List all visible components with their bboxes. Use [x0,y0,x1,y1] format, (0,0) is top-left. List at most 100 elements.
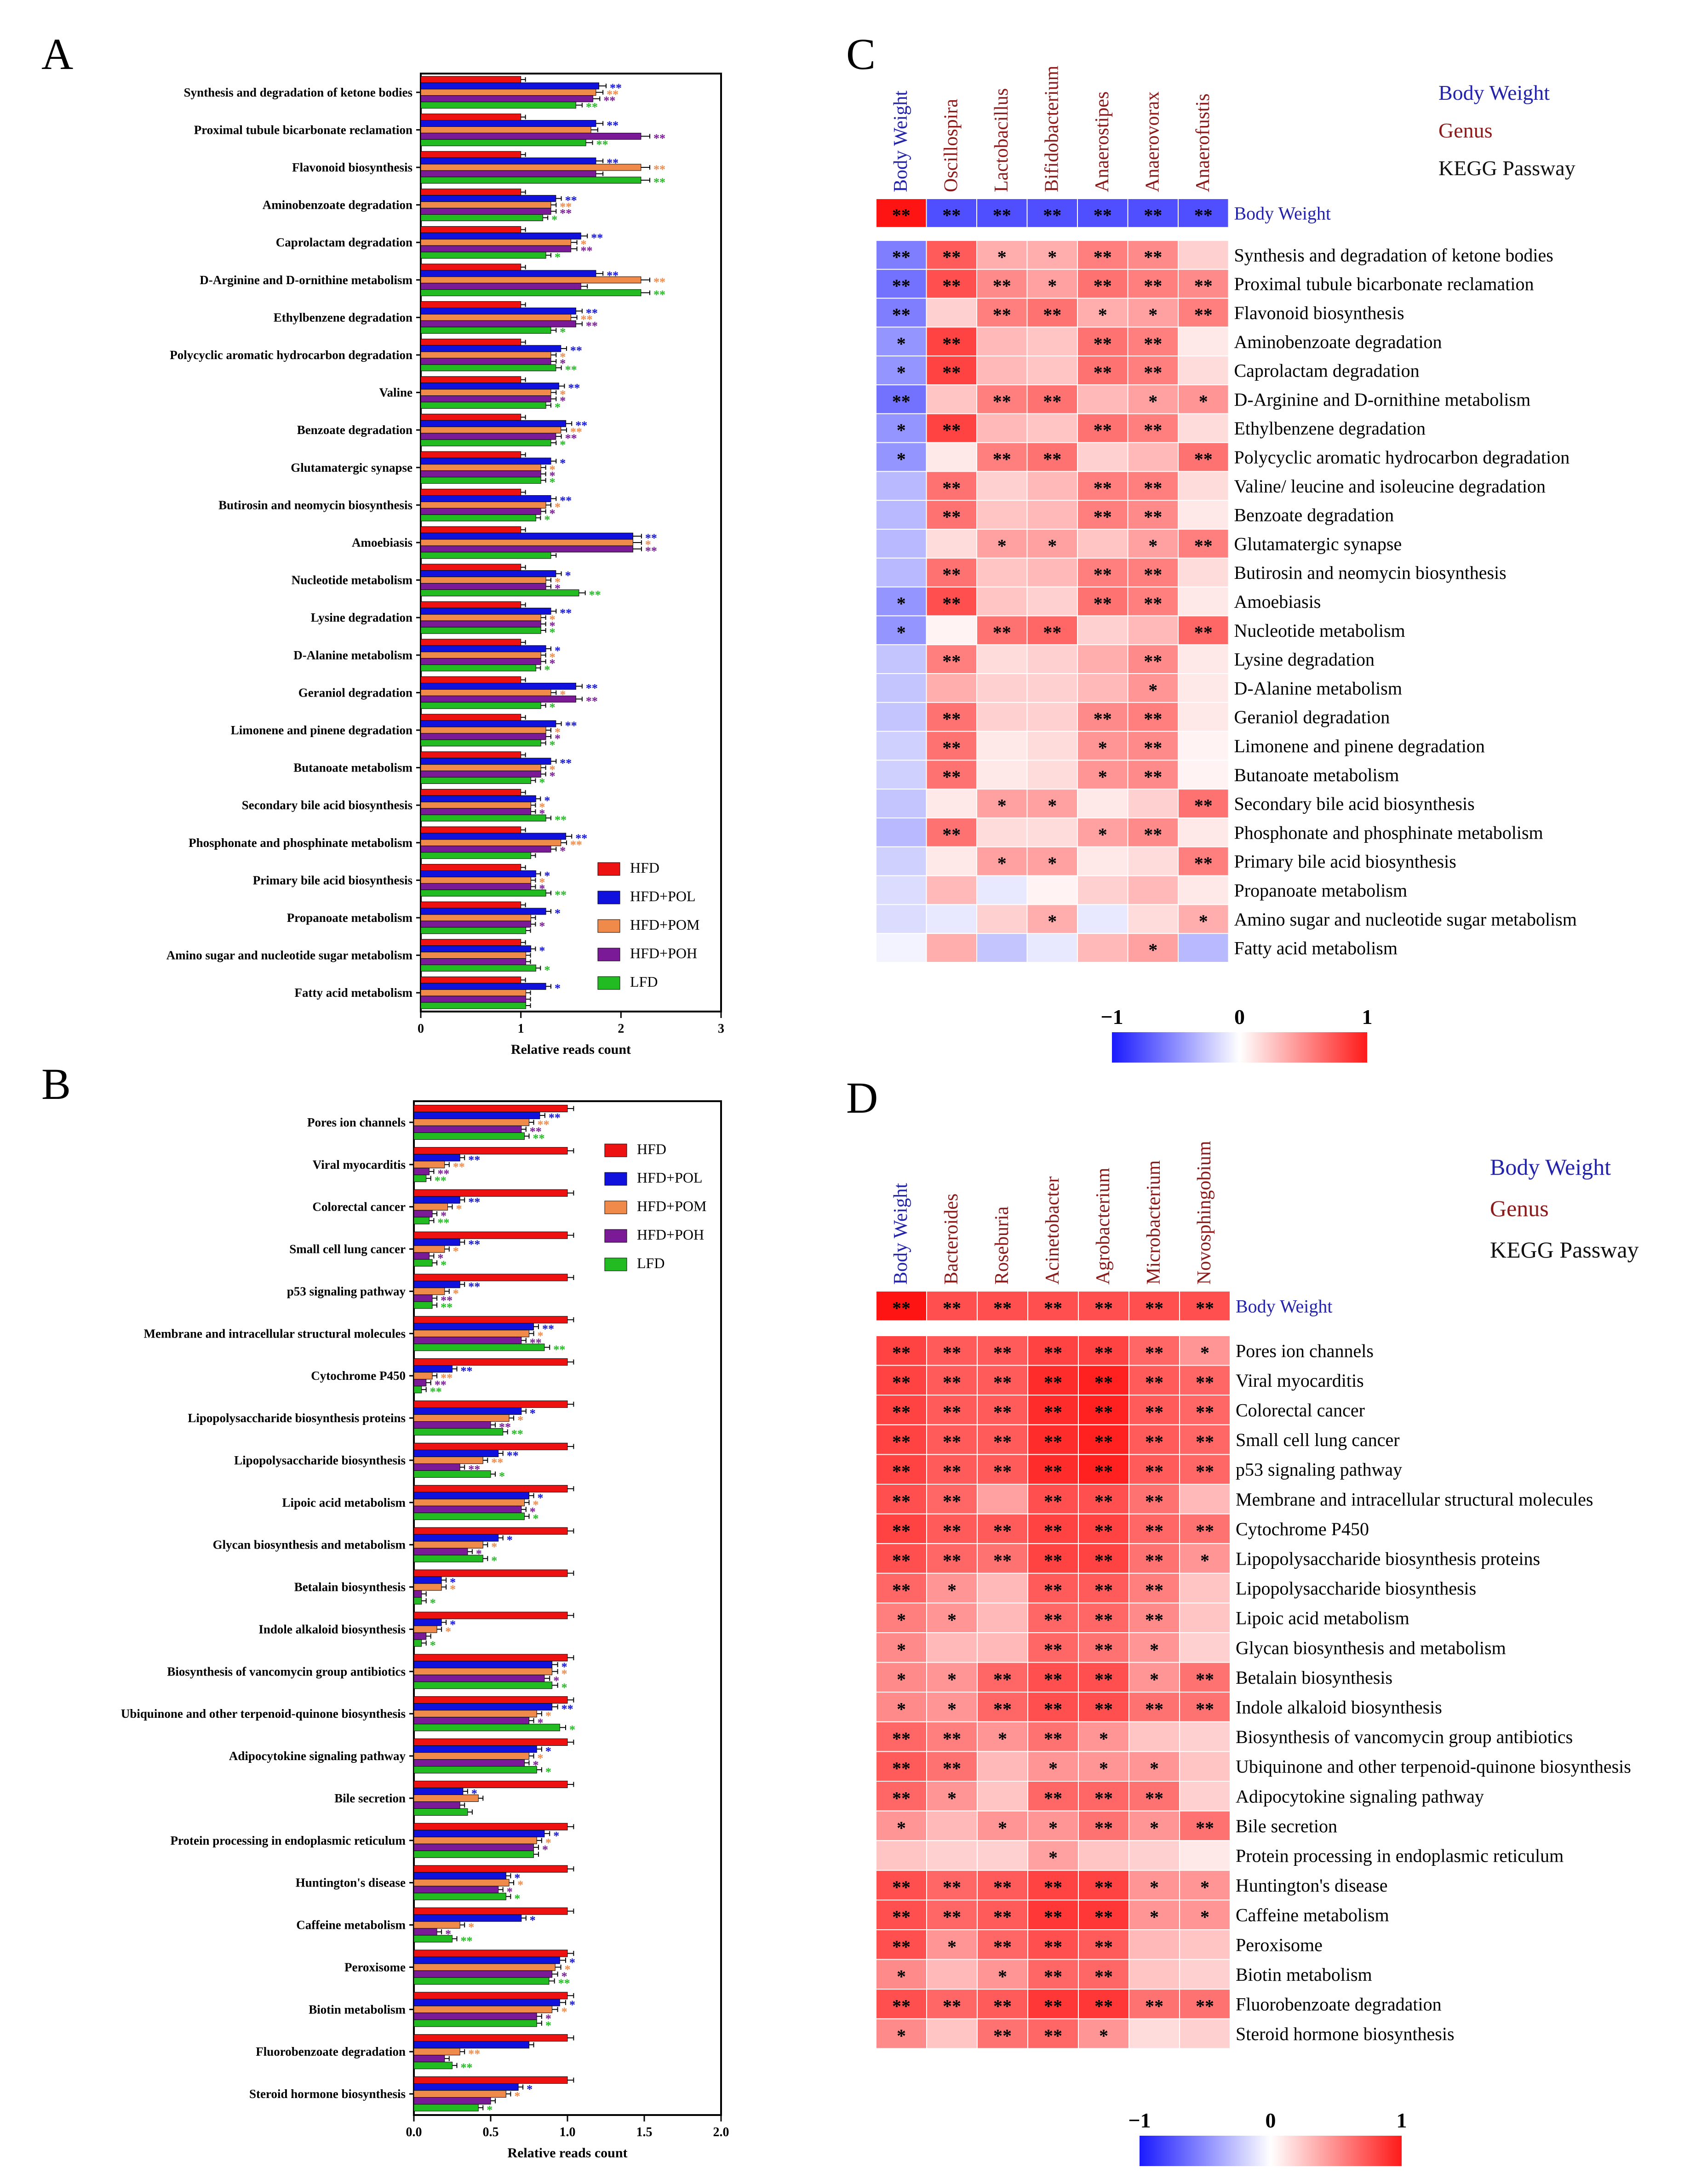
bar [420,358,551,365]
cell-stars: ** [1144,205,1162,225]
x-axis-label: Relative reads count [511,1042,631,1057]
row-label: Primary bile acid biosynthesis [1234,851,1456,872]
cell-stars: ** [1044,1491,1062,1511]
heat-cell [1178,297,1229,328]
bar [420,658,541,665]
bar [413,1323,534,1331]
bar [413,1766,537,1774]
cell-stars: ** [1145,1342,1163,1363]
bar [420,989,527,996]
bar [420,883,531,890]
cell-stars: ** [993,1550,1012,1571]
bar [413,1618,442,1626]
bar [420,338,521,346]
heat-cell [1026,529,1078,559]
heat-cell [1027,1513,1079,1544]
heat-cell [876,1543,927,1574]
bar [413,1992,568,2000]
heat-cell [1179,1840,1231,1871]
significance-mark: ** [586,101,598,114]
heat-cell [1027,1692,1079,1722]
cell-stars: ** [1094,1491,1113,1511]
row-label: Amino sugar and nucleotide sugar metabol… [1234,909,1577,930]
cell-stars: ** [942,420,961,440]
column-header: Anaerovorax [1142,91,1163,192]
legend-swatch [597,891,620,904]
row-label: Cytochrome P450 [1236,1519,1369,1539]
cell-stars: ** [993,1372,1012,1393]
significance-mark: ** [533,1132,544,1145]
heat-cell [876,702,927,732]
legend-label: HFD+POL [630,888,696,904]
heat-cell [1026,904,1078,934]
legend-swatch [604,1143,627,1157]
bar [420,808,531,815]
bar [420,664,536,672]
bar [413,2076,568,2084]
category-label: Synthesis and degradation of ketone bodi… [184,86,412,99]
cell-stars: ** [942,709,961,729]
bar [420,439,551,446]
heatmap-panel-D: Body Weight Bacteroides Roseburia Acinetoba… [876,1141,1639,2166]
category-label: Geraniol degradation [298,686,412,699]
bar [413,2062,453,2070]
significance-mark: ** [653,163,665,176]
heat-cell [976,240,1028,270]
cell-stars: ** [943,1461,961,1482]
significance-mark: ** [461,1934,473,1948]
bar [413,1921,460,1929]
cell-stars: ** [943,1342,961,1363]
row-label: p53 signaling pathway [1236,1459,1402,1480]
bar [413,1111,540,1119]
heat-cell [876,789,927,818]
bar [413,1534,499,1542]
significance-mark: ** [549,1111,561,1124]
heat-cell [926,1484,978,1515]
heat-cell [1128,1513,1180,1544]
row-label: Indole alkaloid biosynthesis [1236,1697,1442,1718]
cell-stars: ** [942,564,961,585]
significance-mark: * [538,1752,544,1765]
top-row-label: Body Weight [1236,1296,1333,1316]
bar [413,2019,537,2027]
cell-stars: ** [942,275,961,296]
cell-stars: ** [1044,1298,1062,1318]
significance-mark: * [561,1970,567,1983]
cell-stars: ** [1044,1669,1062,1690]
significance-mark: * [569,1723,575,1737]
heat-cell [1078,1781,1129,1812]
bar [420,839,561,846]
bar [420,620,541,628]
bar [420,789,521,796]
significance-mark: * [560,394,566,407]
bar [413,1470,491,1478]
colorbar-tick-mid: 0 [1266,2109,1276,2132]
significance-mark: ** [581,244,593,257]
heat-cell [1179,1572,1231,1604]
cell-stars: * [897,362,906,383]
column-header: Body Weight [890,1183,911,1285]
heat-cell [1179,1632,1231,1663]
category-label: D-Alanine metabolism [293,648,412,662]
heat-cell [1077,904,1128,934]
bar [413,1512,525,1520]
cell-stars: * [1048,1818,1058,1838]
significance-mark: ** [461,2061,473,2075]
row-label: Adipocytokine signaling pathway [1236,1786,1484,1807]
cell-stars: ** [942,205,961,225]
bar [413,1668,553,1675]
cell-stars: ** [1144,738,1162,758]
heat-cell [977,1543,1028,1574]
cell-stars: * [1098,304,1107,325]
category-label: Limonene and pinene degradation [231,723,412,737]
significance-mark: * [507,1533,513,1547]
legend-label: HFD [630,859,659,876]
bar [420,833,567,840]
bar [420,583,546,590]
heat-cell [1078,1424,1129,1455]
row-label: Peroxisome [1236,1934,1323,1955]
significance-mark: ** [511,1428,523,1441]
bar [413,1401,568,1408]
significance-mark: * [555,644,561,657]
heat-cell [1178,198,1229,228]
